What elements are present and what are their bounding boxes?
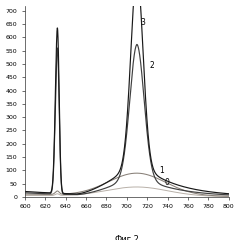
Text: Фиг.2: Фиг.2 — [114, 235, 139, 240]
Text: 2: 2 — [149, 61, 154, 70]
Text: 1: 1 — [159, 166, 164, 175]
Text: 3: 3 — [140, 18, 145, 27]
Text: 0: 0 — [164, 179, 169, 187]
